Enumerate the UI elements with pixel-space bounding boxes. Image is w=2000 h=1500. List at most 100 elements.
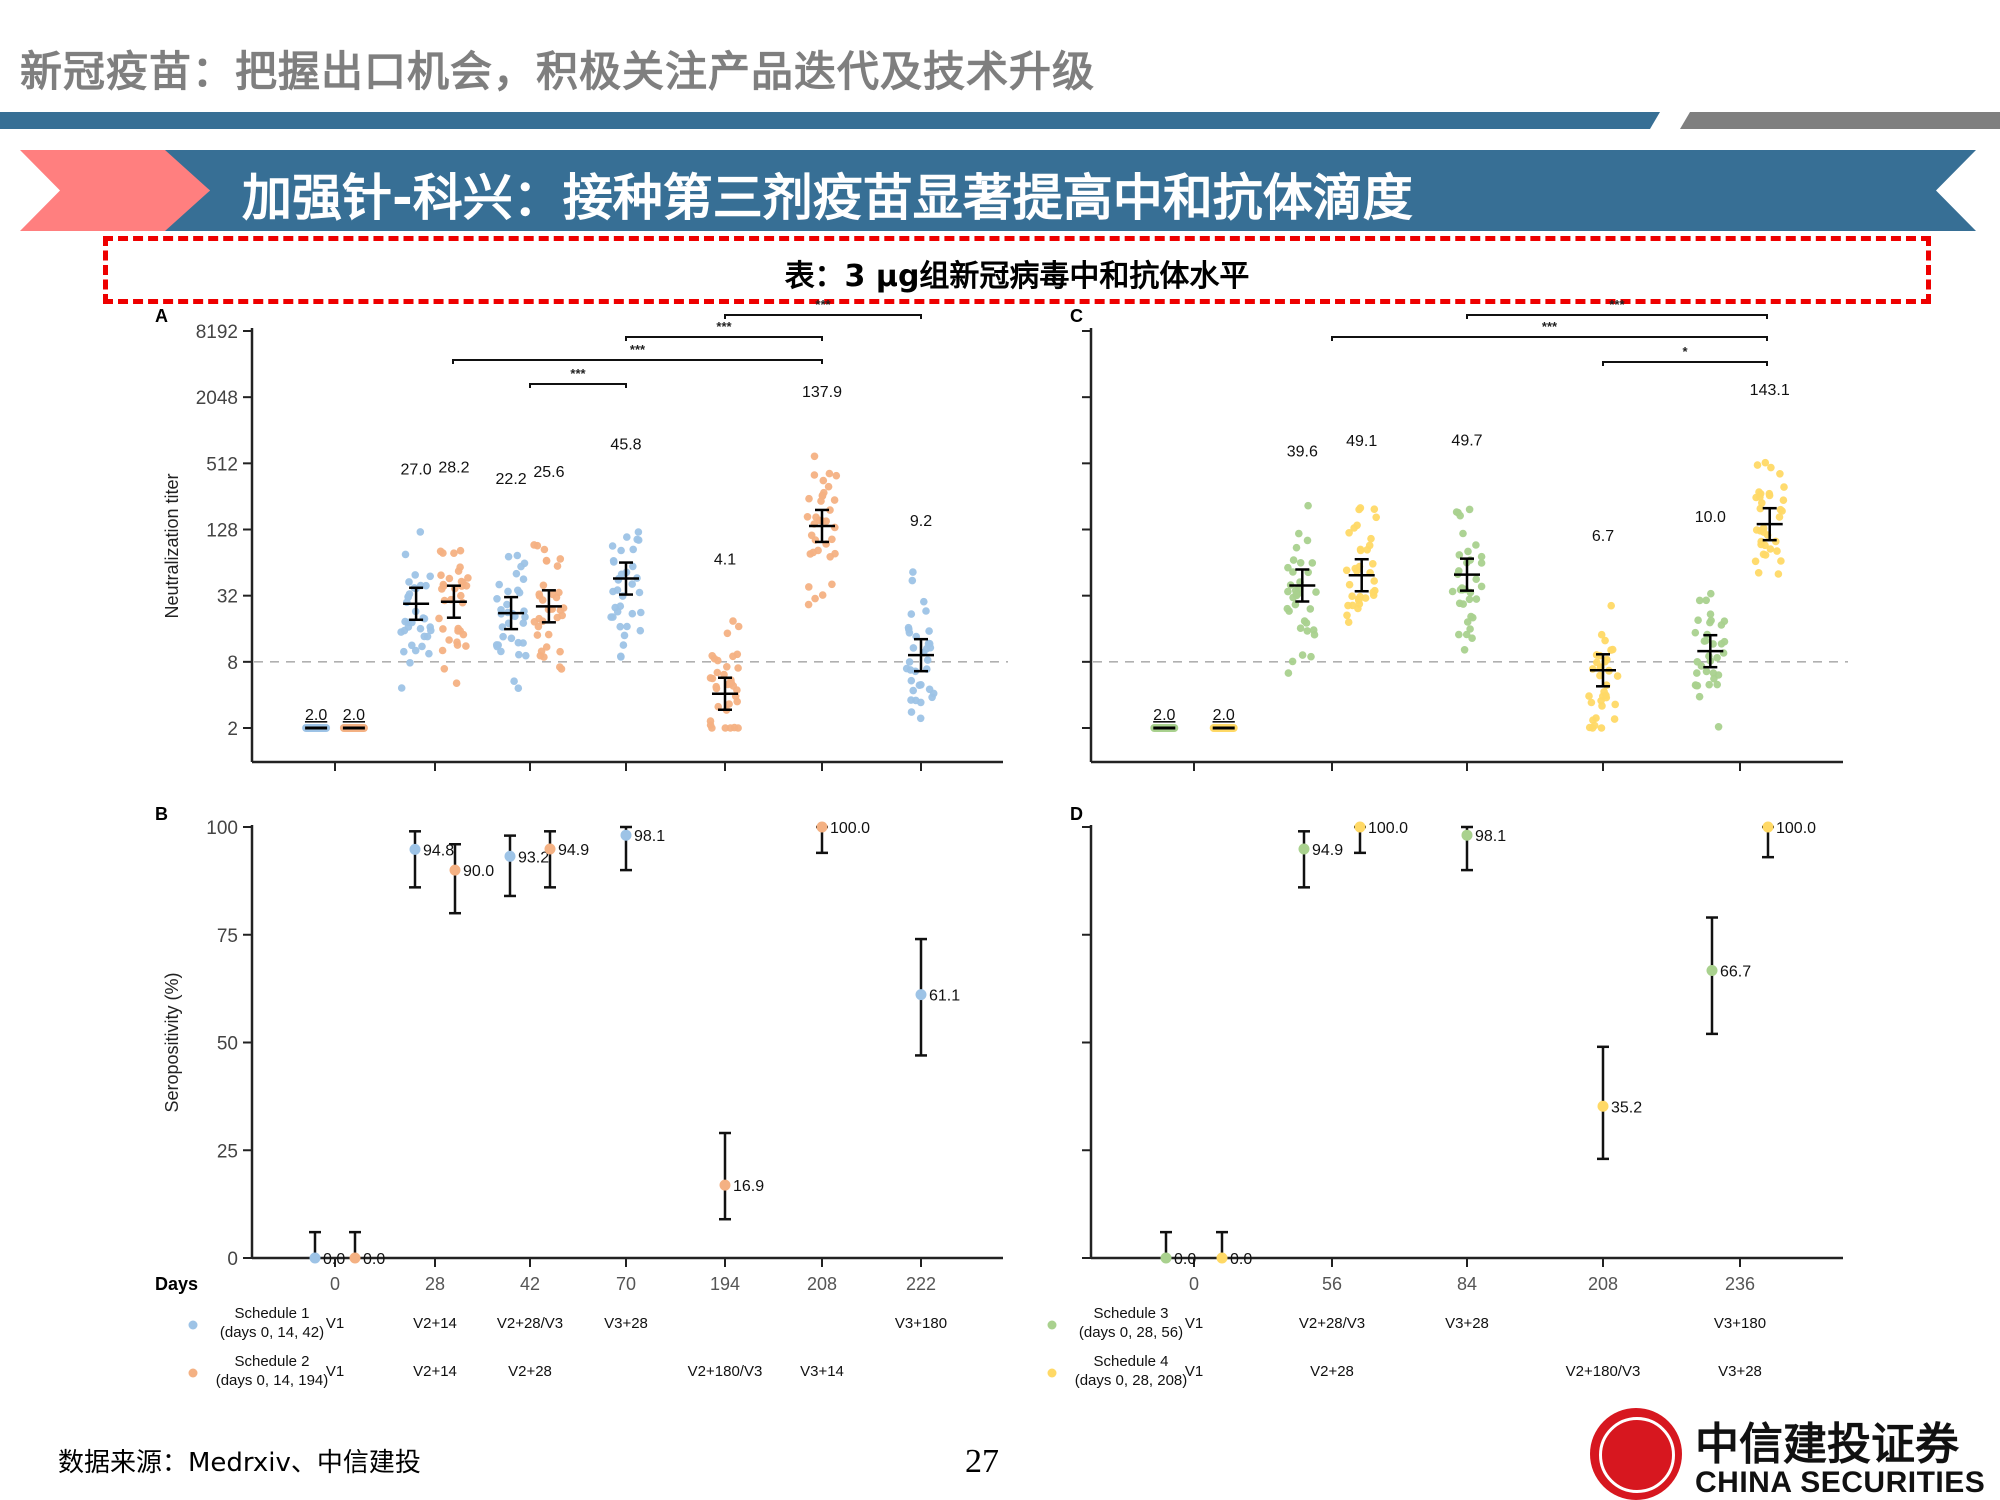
visit-label: V1 [326, 1315, 344, 1332]
legend-schedule-name: Schedule 4 [1093, 1353, 1168, 1370]
significance-label: *** [1609, 297, 1625, 312]
gmt-label: 27.0 [401, 462, 432, 479]
visit-label: V3+180 [895, 1315, 947, 1332]
gmt-label: 10.0 [1695, 509, 1726, 526]
x-tick-label: 208 [807, 1274, 837, 1294]
y-tick-label: 32 [217, 587, 238, 608]
y-axis-label: Neutralization titer [162, 473, 182, 618]
gmt-label: 49.7 [1451, 433, 1482, 450]
page-number: 27 [965, 1443, 999, 1480]
gmt-label: 22.2 [496, 471, 527, 488]
panel-D: D 0.0 94.9 98.1 66.7 0.0 100.0 35.2 100.0 [1070, 804, 1843, 1268]
visit-label: V2+14 [413, 1315, 457, 1332]
seropositivity-label: 35.2 [1611, 1099, 1642, 1116]
visit-label: V2+180/V3 [688, 1363, 763, 1380]
y-tick-label: 50 [217, 1034, 238, 1055]
gmt-label: 137.9 [802, 384, 842, 401]
significance-label: *** [815, 297, 831, 312]
y-tick-label: 100 [206, 818, 238, 839]
visit-label: V2+180/V3 [1566, 1363, 1641, 1380]
seropositivity-label: 90.0 [463, 863, 494, 880]
x-tick-label: 208 [1588, 1274, 1618, 1294]
seropositivity-label: 93.2 [518, 849, 549, 866]
panel-label: B [155, 804, 168, 824]
x-tick-label: 28 [425, 1274, 445, 1294]
visit-label: V3+28 [1718, 1363, 1762, 1380]
visit-label: V3+28 [1445, 1315, 1489, 1332]
x-axis-table-left: Days 0 28 42 70 194 208 222 Schedule 1 (days 0, 1… [155, 1274, 947, 1389]
visit-label: V1 [1185, 1363, 1203, 1380]
legend-schedule-days: (days 0, 14, 42) [220, 1324, 324, 1341]
seropositivity-label: 100.0 [1368, 820, 1408, 837]
seropositivity-label: 0.0 [363, 1251, 385, 1268]
x-tick-label: 42 [520, 1274, 540, 1294]
y-tick-label: 8 [227, 653, 238, 674]
banner-ribbon [165, 150, 1976, 231]
x-tick-label: 0 [1189, 1274, 1199, 1294]
seropositivity-label: 94.9 [558, 842, 589, 859]
visit-label: V2+28 [508, 1363, 552, 1380]
gmt-label: 2.0 [343, 707, 365, 724]
significance-label: * [1682, 344, 1688, 359]
legend-schedule-name: Schedule 3 [1093, 1305, 1168, 1322]
legend-schedule-name: Schedule 2 [234, 1353, 309, 1370]
china-securities-logo: 中信建投证券 CHINA SECURITIES [1590, 1408, 2000, 1500]
panel-A: A Neutralization titer 2 8 32 128 512 2048 8192 2… [155, 297, 1008, 771]
data-source-note: 数据来源：Medrxiv、中信建投 [58, 1448, 421, 1478]
gmt-label: 9.2 [910, 513, 932, 530]
seropositivity-label: 16.9 [733, 1178, 764, 1195]
seropositivity-label: 100.0 [1776, 820, 1816, 837]
gmt-label: 2.0 [1153, 707, 1175, 724]
y-tick-label: 0 [227, 1249, 238, 1270]
gmt-label: 143.1 [1750, 382, 1790, 399]
y-axis-label: Seropositivity (%) [162, 972, 182, 1112]
y-tick-label: 2048 [196, 388, 238, 409]
gmt-label: 39.6 [1287, 443, 1318, 460]
y-tick-label: 75 [217, 926, 238, 947]
visit-label: V2+28/V3 [1299, 1315, 1365, 1332]
x-tick-label: 194 [710, 1274, 740, 1294]
legend-schedule-days: (days 0, 28, 208) [1075, 1372, 1188, 1389]
gmt-label: 49.1 [1346, 433, 1377, 450]
gmt-label: 2.0 [305, 707, 327, 724]
y-tick-label: 128 [206, 521, 238, 542]
x-tick-label: 222 [906, 1274, 936, 1294]
panel-label: C [1070, 306, 1083, 326]
seropositivity-label: 98.1 [634, 828, 665, 845]
seropositivity-label: 0.0 [1230, 1251, 1252, 1268]
panel-label: D [1070, 804, 1083, 824]
visit-label: V2+28/V3 [497, 1315, 563, 1332]
significance-label: *** [570, 366, 586, 381]
gmt-label: 25.6 [533, 464, 564, 481]
logo-english-text: CHINA SECURITIES [1695, 1466, 1986, 1499]
seropositivity-label: 66.7 [1720, 964, 1751, 981]
legend-schedule-days: (days 0, 14, 194) [216, 1372, 329, 1389]
seropositivity-label: 61.1 [929, 988, 960, 1005]
header-bar-gray [1680, 112, 2000, 129]
logo-emblem-icon [1590, 1408, 1682, 1500]
seropositivity-label: 0.0 [1174, 1251, 1196, 1268]
page-title: 新冠疫苗：把握出口机会，积极关注产品迭代及技术升级 [20, 47, 1096, 96]
visit-label: V3+14 [800, 1363, 844, 1380]
y-tick-label: 2 [227, 719, 238, 740]
panel-B: B Seropositivity (%) 0 25 50 75 100 0.0 94.8 93.2… [155, 804, 1003, 1270]
seropositivity-label: 94.8 [423, 842, 454, 859]
x-tick-label: 0 [330, 1274, 340, 1294]
seropositivity-label: 98.1 [1475, 828, 1506, 845]
table-caption-box: 表：3 μg组新冠病毒中和抗体水平 [103, 236, 1931, 304]
gmt-label: 6.7 [1592, 528, 1614, 545]
visit-label: V2+28 [1310, 1363, 1354, 1380]
visit-label: V3+180 [1714, 1315, 1766, 1332]
gmt-label: 4.1 [714, 552, 736, 569]
x-tick-label: 236 [1725, 1274, 1755, 1294]
seropositivity-label: 0.0 [323, 1251, 345, 1268]
logo-chinese-text: 中信建投证券 [1695, 1419, 1959, 1470]
legend-marker [1047, 1368, 1057, 1378]
y-tick-label: 8192 [196, 322, 238, 343]
y-tick-label: 512 [206, 454, 238, 475]
panel-label: A [155, 306, 168, 326]
table-caption: 表：3 μg组新冠病毒中和抗体水平 [784, 259, 1250, 294]
